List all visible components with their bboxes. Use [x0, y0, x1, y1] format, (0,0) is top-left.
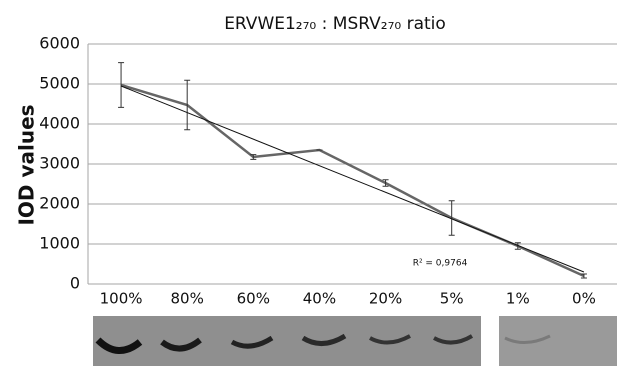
- x-tick-label: 40%: [303, 290, 336, 308]
- y-tick-label: 1000: [39, 234, 80, 253]
- x-tick-label: 5%: [440, 290, 464, 308]
- chart: ERVWE1₂₇₀ : MSRV₂₇₀ ratio IOD values R² …: [0, 0, 619, 366]
- gel-image: [93, 316, 617, 366]
- x-tick-label: 100%: [100, 290, 143, 308]
- y-axis-label: IOD values: [15, 104, 39, 225]
- x-tick-label: 60%: [237, 290, 270, 308]
- r-squared: R² = 0,9764: [413, 259, 468, 269]
- y-tick-label: 6000: [39, 34, 80, 53]
- y-tick-label: 3000: [39, 154, 80, 173]
- y-tick-label: 2000: [39, 194, 80, 213]
- x-tick-label: 20%: [369, 290, 402, 308]
- y-tick-label: 5000: [39, 74, 80, 93]
- x-tick-label: 80%: [171, 290, 204, 308]
- x-tick-label: 1%: [506, 290, 530, 308]
- x-tick-label: 0%: [572, 290, 596, 308]
- y-tick-label: 0: [70, 274, 80, 293]
- y-tick-label: 4000: [39, 114, 80, 133]
- chart-title: ERVWE1₂₇₀ : MSRV₂₇₀ ratio: [224, 14, 446, 34]
